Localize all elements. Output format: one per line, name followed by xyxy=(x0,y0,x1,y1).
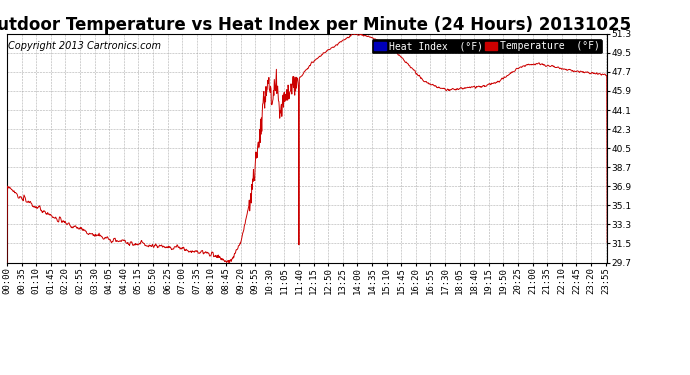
Legend: Heat Index  (°F), Temperature  (°F): Heat Index (°F), Temperature (°F) xyxy=(371,39,602,54)
Title: Outdoor Temperature vs Heat Index per Minute (24 Hours) 20131025: Outdoor Temperature vs Heat Index per Mi… xyxy=(0,16,631,34)
Text: Copyright 2013 Cartronics.com: Copyright 2013 Cartronics.com xyxy=(8,40,161,51)
